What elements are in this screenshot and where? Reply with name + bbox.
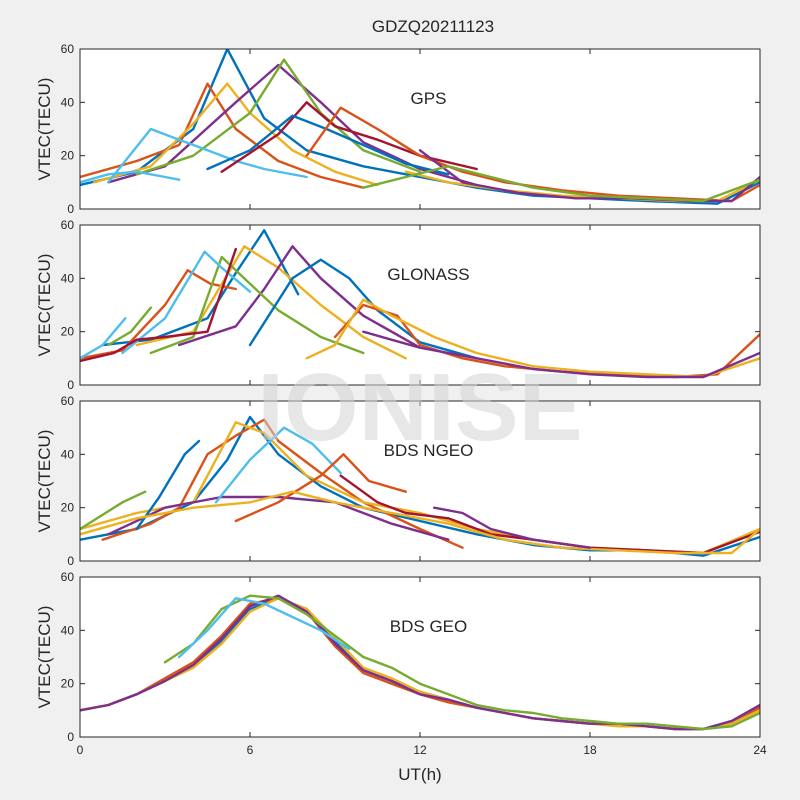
series-line <box>362 330 760 379</box>
series-line <box>339 474 760 555</box>
y-tick-label: 60 <box>61 570 75 584</box>
x-tick-label: 12 <box>413 743 427 757</box>
series-line <box>80 490 760 555</box>
x-axis-label: UT(h) <box>398 765 441 784</box>
y-tick-label: 0 <box>67 202 74 216</box>
chart-title: GDZQ20211123 <box>372 17 494 36</box>
panel-label: GPS <box>411 89 447 108</box>
y-tick-label: 0 <box>67 378 74 392</box>
x-tick-label: 0 <box>77 743 84 757</box>
series-line <box>234 453 407 523</box>
series-line <box>149 255 365 355</box>
series-line <box>248 258 478 360</box>
y-tick-label: 40 <box>61 271 75 285</box>
y-tick-label: 40 <box>61 447 75 461</box>
y-tick-label: 40 <box>61 623 75 637</box>
series-line <box>107 127 308 184</box>
x-tick-label: 6 <box>247 743 254 757</box>
series-line <box>107 495 450 541</box>
series-line <box>121 250 252 355</box>
series-group <box>80 415 760 557</box>
series-line <box>362 165 760 203</box>
watermark: IONISE <box>257 354 582 461</box>
series-line <box>80 170 181 184</box>
y-tick-label: 20 <box>61 149 75 163</box>
y-axis-label: VTEC(TECU) <box>35 254 54 357</box>
y-tick-label: 60 <box>61 394 75 408</box>
x-tick-label: 18 <box>583 743 597 757</box>
y-axis-label: VTEC(TECU) <box>35 430 54 533</box>
series-line <box>305 106 760 203</box>
series-line <box>178 245 422 349</box>
y-tick-label: 40 <box>61 95 75 109</box>
y-tick-label: 60 <box>61 42 75 56</box>
series-line <box>80 247 237 363</box>
series-line <box>135 58 422 176</box>
panel-1: 0 20 40 60 VTEC(TECU) GLONASS <box>35 218 761 392</box>
series-line <box>214 426 342 504</box>
series-line <box>418 149 760 203</box>
panel-2: 0 20 40 60 VTEC(TECU) BDS NGEO <box>35 394 761 568</box>
y-axis-label: VTEC(TECU) <box>35 606 54 709</box>
plot-area <box>80 577 760 737</box>
series-line <box>178 597 351 659</box>
series-line <box>101 229 300 347</box>
y-tick-label: 0 <box>67 730 74 744</box>
series-line <box>135 439 201 531</box>
plot-area <box>80 49 760 209</box>
plot-area <box>80 225 760 385</box>
y-tick-label: 20 <box>61 677 75 691</box>
y-axis-label: VTEC(TECU) <box>35 78 54 181</box>
series-line <box>80 82 365 189</box>
series-line <box>163 594 760 731</box>
panel-label: BDS GEO <box>390 617 467 636</box>
y-tick-label: 0 <box>67 554 74 568</box>
panel-label: BDS NGEO <box>384 441 474 460</box>
x-tick-label: 24 <box>753 743 767 757</box>
y-tick-label: 20 <box>61 501 75 515</box>
panel-0: 0 20 40 60 VTEC(TECU) GPS <box>35 42 761 216</box>
panel-3: 0 20 40 60 0 6 12 18 24 VTEC(TECU) BDS GEO <box>35 570 767 757</box>
series-line <box>433 506 592 549</box>
series-line <box>305 298 760 379</box>
series-group <box>80 229 760 379</box>
series-line <box>107 306 152 347</box>
y-tick-label: 60 <box>61 218 75 232</box>
series-line <box>80 490 147 531</box>
series-line <box>80 594 760 731</box>
series-group <box>80 594 760 731</box>
series-group <box>80 49 760 205</box>
panel-label: GLONASS <box>387 265 469 284</box>
y-tick-label: 20 <box>61 325 75 339</box>
series-line <box>80 317 127 360</box>
